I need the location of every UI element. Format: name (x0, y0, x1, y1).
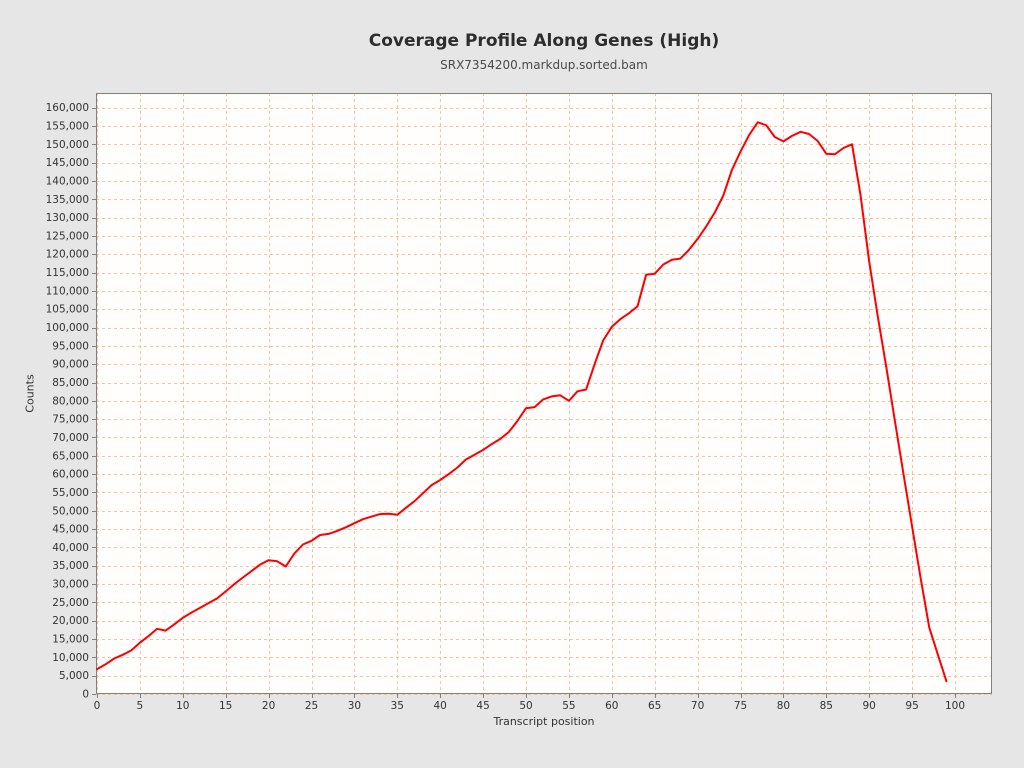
y-tick-label: 115,000 (46, 267, 89, 279)
y-tick-label: 60,000 (52, 469, 89, 481)
y-tick-label: 30,000 (52, 579, 89, 591)
y-tick-label: 50,000 (52, 505, 89, 517)
y-tick-label: 155,000 (46, 120, 89, 132)
y-tick-label: 80,000 (52, 395, 89, 407)
chart-subtitle: SRX7354200.markdup.sorted.bam (440, 58, 648, 72)
y-tick-label: 105,000 (46, 304, 89, 316)
x-tick-label: 85 (820, 700, 833, 712)
x-tick-label: 35 (391, 700, 404, 712)
y-tick-label: 95,000 (52, 340, 89, 352)
x-tick-label: 100 (945, 700, 965, 712)
x-tick-label: 0 (94, 700, 101, 712)
x-tick-labels: 0 5 10 15 20 25 30 35 40 45 50 55 60 65 70 75 80 85 90 95 10… (94, 700, 965, 712)
x-gridlines (97, 93, 956, 694)
y-tick-label: 10,000 (52, 652, 89, 664)
y-tick-marks (92, 108, 96, 695)
y-tick-label: 45,000 (52, 524, 89, 536)
y-tick-label: 85,000 (52, 377, 89, 389)
y-tick-label: 70,000 (52, 432, 89, 444)
x-tick-label: 70 (691, 700, 704, 712)
y-tick-label: 145,000 (46, 157, 89, 169)
x-tick-label: 95 (905, 700, 918, 712)
x-tick-marks (97, 694, 956, 698)
y-tick-label: 20,000 (52, 615, 89, 627)
y-tick-label: 35,000 (52, 560, 89, 572)
x-tick-label: 20 (262, 700, 275, 712)
x-tick-label: 50 (519, 700, 532, 712)
x-tick-label: 10 (176, 700, 189, 712)
x-tick-label: 25 (305, 700, 318, 712)
y-tick-label: 135,000 (46, 194, 89, 206)
plot-background (96, 93, 992, 694)
y-tick-label: 75,000 (52, 414, 89, 426)
y-tick-label: 90,000 (52, 359, 89, 371)
x-tick-label: 30 (348, 700, 361, 712)
chart-title: Coverage Profile Along Genes (High) (368, 31, 720, 51)
y-tick-label: 150,000 (46, 139, 89, 151)
y-tick-label: 110,000 (46, 285, 89, 297)
x-tick-label: 15 (219, 700, 232, 712)
y-tick-label: 5,000 (59, 670, 89, 682)
coverage-line-series (96, 121, 948, 683)
y-tick-label: 15,000 (52, 634, 89, 646)
y-tick-label: 130,000 (46, 212, 89, 224)
y-tick-label: 160,000 (46, 102, 89, 114)
x-tick-label: 75 (734, 700, 747, 712)
x-tick-label: 65 (648, 700, 661, 712)
x-tick-label: 60 (605, 700, 618, 712)
x-tick-label: 45 (476, 700, 489, 712)
y-tick-labels: 0 5,000 10,000 15,000 20,000 25,000 30,000 35,0… (46, 102, 89, 700)
y-tick-label: 65,000 (52, 450, 89, 462)
y-tick-label: 25,000 (52, 597, 89, 609)
x-tick-label: 5 (137, 700, 144, 712)
y-tick-label: 0 (82, 689, 89, 701)
x-tick-label: 40 (434, 700, 447, 712)
x-tick-label: 55 (562, 700, 575, 712)
y-tick-label: 125,000 (46, 230, 89, 242)
plot-border (96, 93, 992, 694)
y-tick-label: 140,000 (46, 175, 89, 187)
y-tick-label: 55,000 (52, 487, 89, 499)
y-tick-label: 100,000 (46, 322, 89, 334)
x-tick-label: 90 (863, 700, 876, 712)
x-axis-title: Transcript position (493, 715, 595, 728)
y-gridlines (96, 108, 992, 695)
y-tick-label: 40,000 (52, 542, 89, 554)
y-tick-label: 120,000 (46, 249, 89, 261)
x-tick-label: 80 (777, 700, 790, 712)
